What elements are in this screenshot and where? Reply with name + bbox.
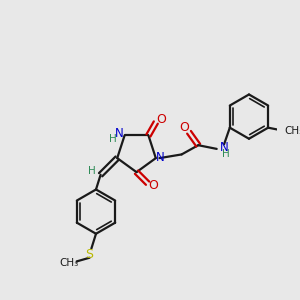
Text: O: O [179,121,189,134]
Text: N: N [156,151,165,164]
Text: H: H [88,166,95,176]
Text: CH₃: CH₃ [60,258,79,268]
Text: O: O [148,178,158,192]
Text: N: N [115,127,123,140]
Text: H: H [109,134,116,144]
Text: N: N [220,140,228,154]
Text: O: O [156,113,166,126]
Text: H: H [222,148,230,158]
Text: CH₃: CH₃ [284,126,300,136]
Text: S: S [85,248,94,260]
